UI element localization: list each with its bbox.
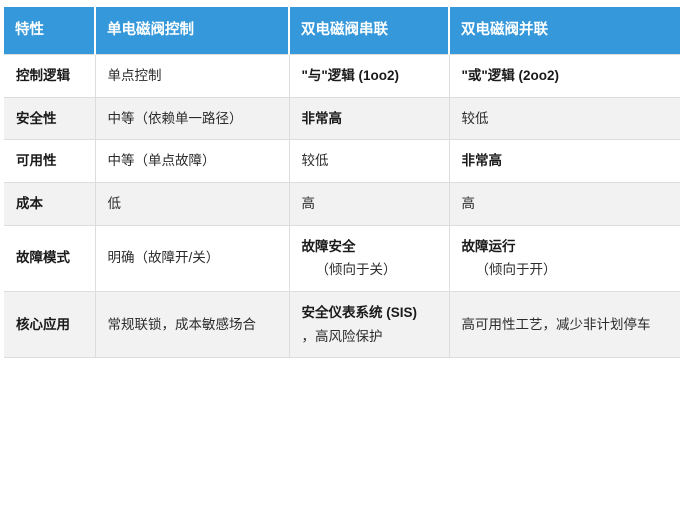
table-row: 控制逻辑 单点控制 "与"逻辑 (1oo2) "或"逻辑 (2oo2)	[4, 54, 680, 98]
cell-availability-series: 较低	[289, 139, 450, 183]
cell-text-note: （倾向于关）	[315, 262, 397, 278]
cell-text-note: ，高风险保护	[301, 328, 383, 344]
row-header-core-application: 核心应用	[4, 291, 96, 359]
cell-core-application-parallel: 高可用性工艺，减少非计划停车	[449, 291, 680, 359]
cell-text-bold: 非常高	[461, 153, 503, 169]
table-body: 控制逻辑 单点控制 "与"逻辑 (1oo2) "或"逻辑 (2oo2) 安全性 …	[4, 54, 680, 359]
table-row: 故障模式 明确（故障开/关） 故障安全 （倾向于关） 故障运行 （倾向于开）	[4, 225, 680, 292]
column-header-dual-parallel: 双电磁阀并联	[449, 7, 680, 55]
cell-text-note: （倾向于开）	[475, 262, 557, 278]
cell-text-bold: 非常高	[301, 110, 343, 126]
cell-cost-single: 低	[95, 182, 290, 226]
cell-control-logic-parallel: "或"逻辑 (2oo2)	[449, 54, 680, 98]
table-row: 安全性 中等（依赖单一路径） 非常高 较低	[4, 97, 680, 141]
row-header-failure-mode: 故障模式	[4, 225, 96, 292]
column-header-dual-series: 双电磁阀串联	[289, 7, 450, 55]
cell-control-logic-series: "与"逻辑 (1oo2)	[289, 54, 450, 98]
column-header-feature: 特性	[4, 7, 96, 55]
cell-control-logic-single: 单点控制	[95, 54, 290, 98]
cell-text-bold: "与"逻辑 (1oo2)	[301, 68, 400, 84]
cell-text-bold: "或"逻辑 (2oo2)	[461, 68, 560, 84]
cell-safety-series: 非常高	[289, 97, 450, 141]
row-header-control-logic: 控制逻辑	[4, 54, 96, 98]
column-header-single-solenoid: 单电磁阀控制	[95, 7, 290, 55]
comparison-table-container: 特性 单电磁阀控制 双电磁阀串联 双电磁阀并联 控制逻辑 单点控制 "与"逻辑 …	[4, 7, 680, 359]
header-row: 特性 单电磁阀控制 双电磁阀串联 双电磁阀并联	[4, 7, 680, 55]
cell-failure-mode-parallel: 故障运行 （倾向于开）	[449, 225, 680, 292]
row-header-availability: 可用性	[4, 139, 96, 183]
cell-core-application-single: 常规联锁，成本敏感场合	[95, 291, 290, 359]
cell-failure-mode-series: 故障安全 （倾向于关）	[289, 225, 450, 292]
cell-safety-single: 中等（依赖单一路径）	[95, 97, 290, 141]
cell-failure-mode-single: 明确（故障开/关）	[95, 225, 290, 292]
table-row: 核心应用 常规联锁，成本敏感场合 安全仪表系统 (SIS) ，高风险保护 高可用…	[4, 291, 680, 359]
cell-text-bold: 故障运行	[461, 238, 516, 254]
cell-text-bold: 安全仪表系统 (SIS)	[301, 304, 418, 320]
cell-text-bold: 故障安全	[301, 238, 356, 254]
row-header-cost: 成本	[4, 182, 96, 226]
row-header-safety: 安全性	[4, 97, 96, 141]
cell-safety-parallel: 较低	[449, 97, 680, 141]
comparison-table: 特性 单电磁阀控制 双电磁阀串联 双电磁阀并联 控制逻辑 单点控制 "与"逻辑 …	[4, 7, 680, 359]
cell-availability-parallel: 非常高	[449, 139, 680, 183]
table-row: 成本 低 高 高	[4, 182, 680, 226]
cell-core-application-series: 安全仪表系统 (SIS) ，高风险保护	[289, 291, 450, 359]
cell-cost-series: 高	[289, 182, 450, 226]
table-header: 特性 单电磁阀控制 双电磁阀串联 双电磁阀并联	[4, 7, 680, 55]
table-row: 可用性 中等（单点故障） 较低 非常高	[4, 139, 680, 183]
cell-cost-parallel: 高	[449, 182, 680, 226]
cell-availability-single: 中等（单点故障）	[95, 139, 290, 183]
